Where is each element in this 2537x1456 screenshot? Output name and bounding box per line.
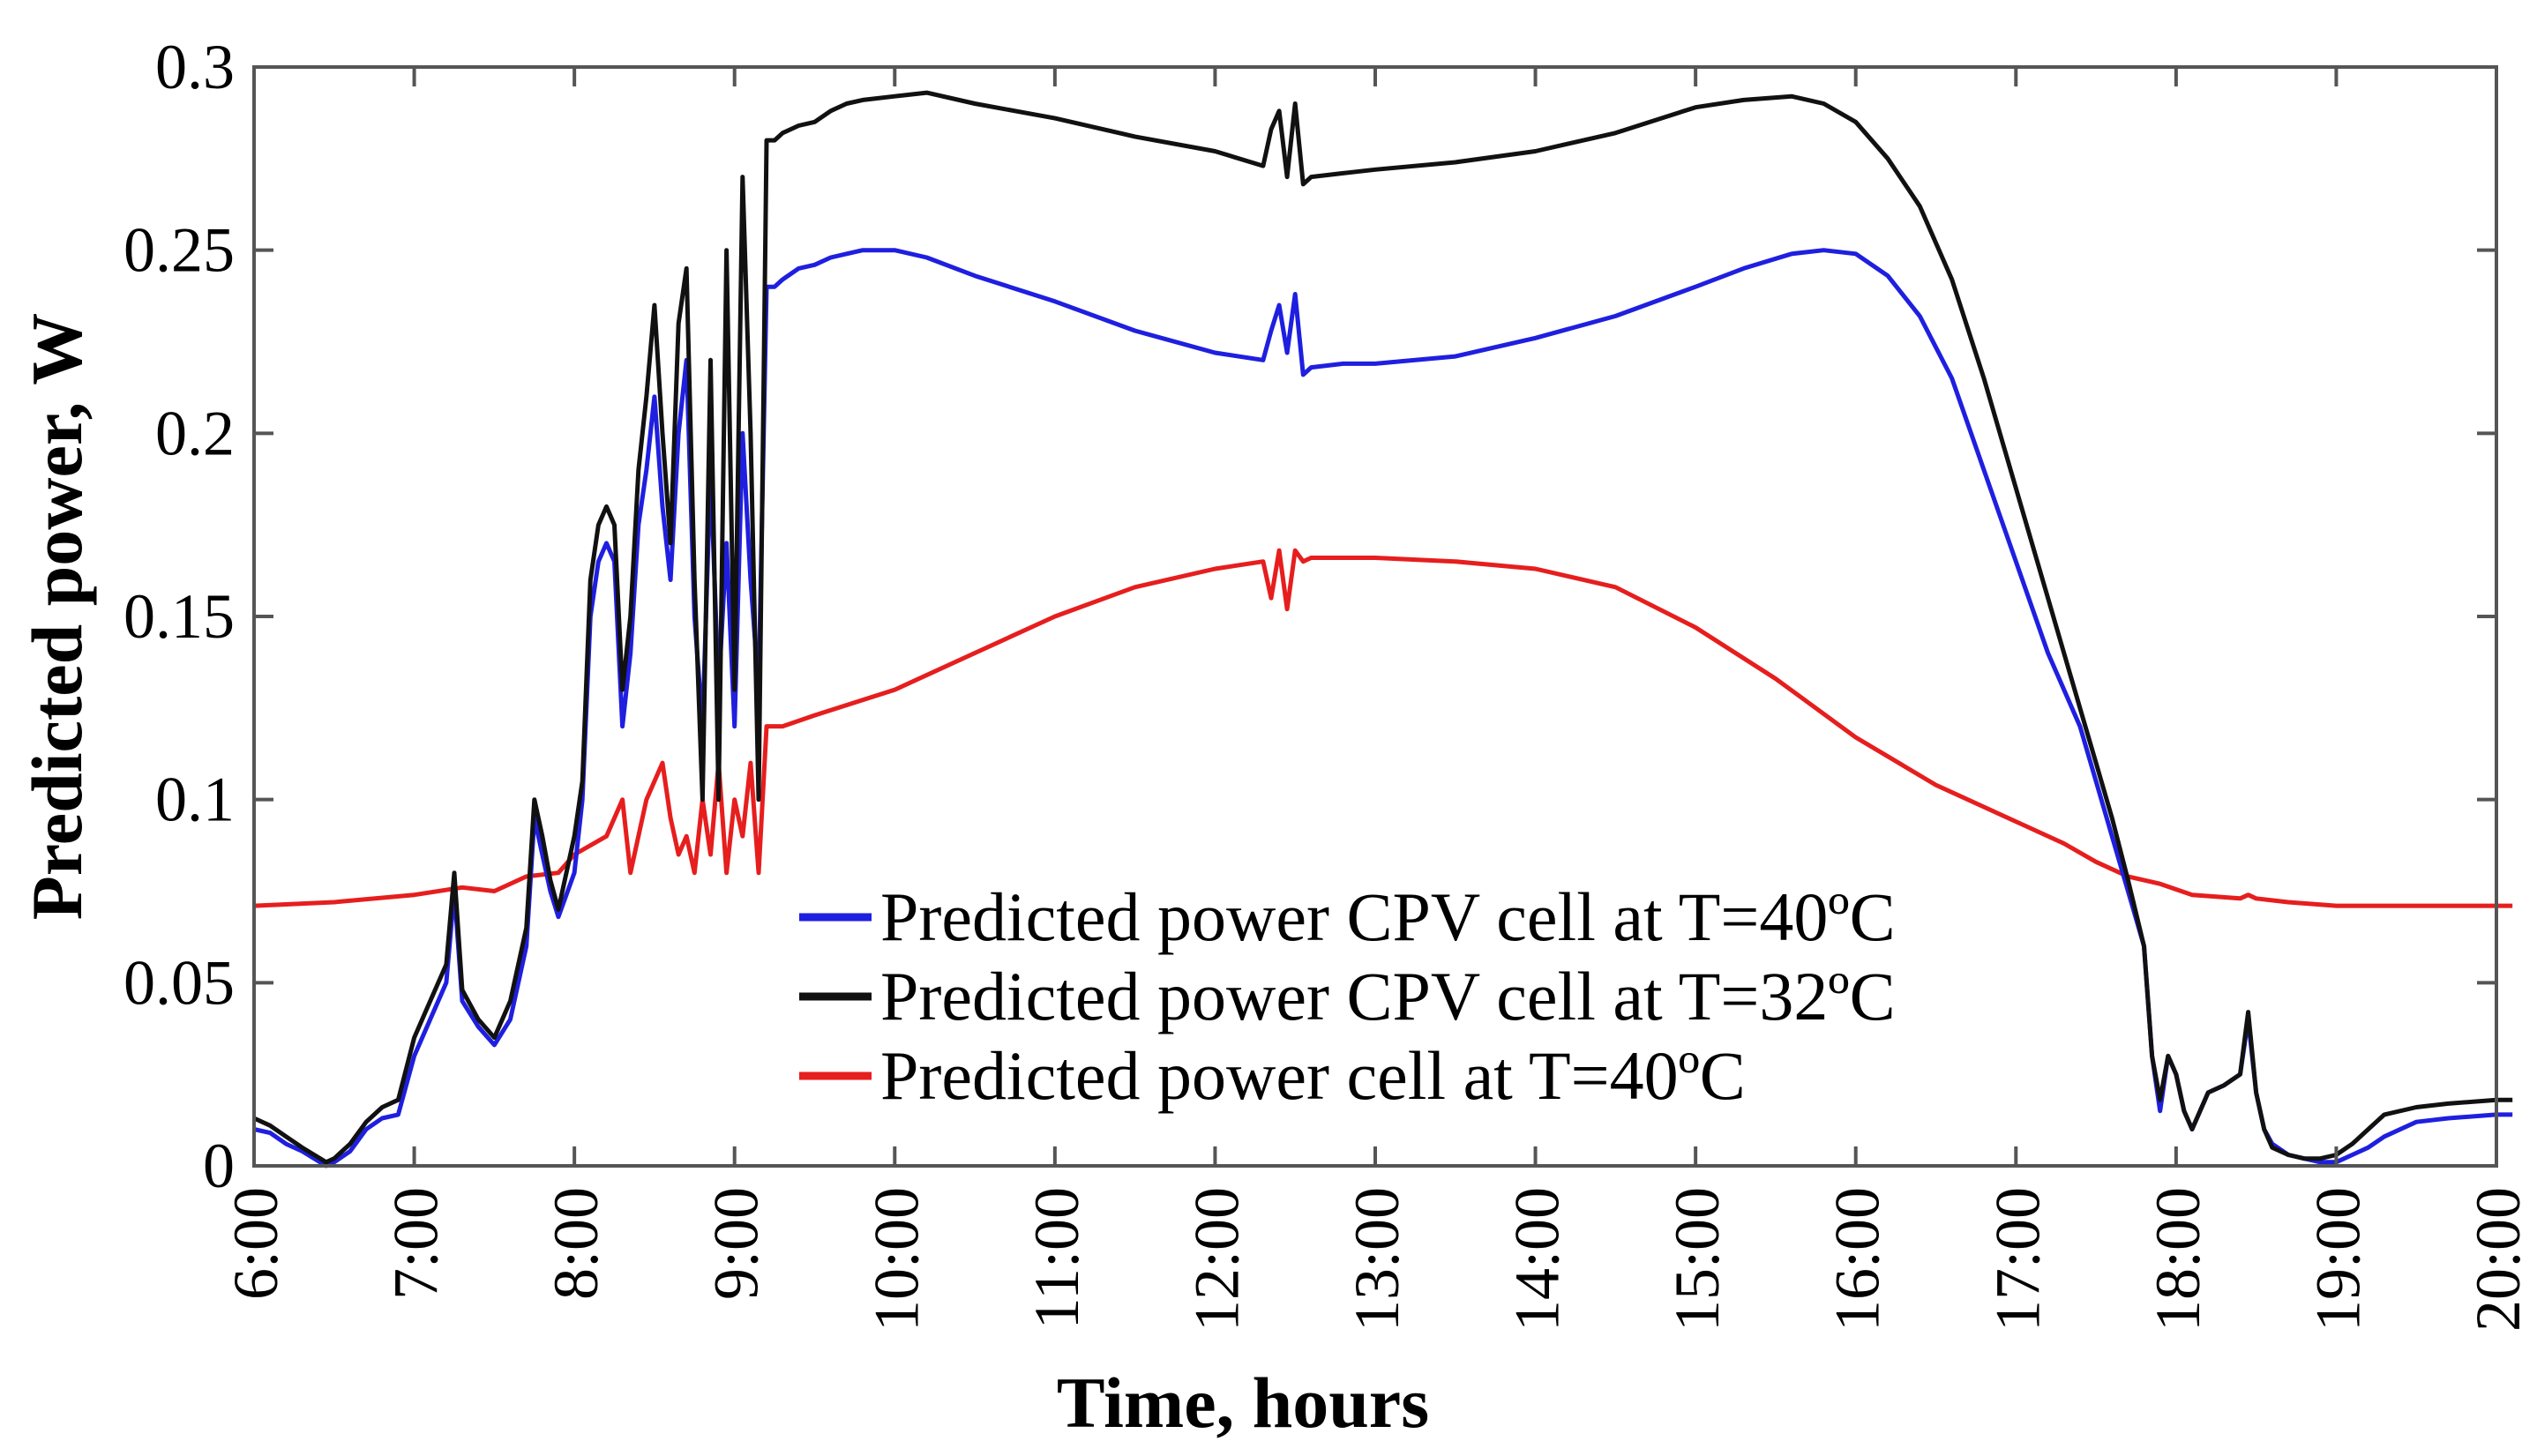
x-tick-label: 11:00 [1022,1187,1092,1329]
legend-label-2: Predicted power CPV cell at T=32ºC [880,958,1896,1034]
series-line-2 [252,90,2513,1165]
x-axis-ticks: 6:00 7:00 8:00 9:00 10:00 11:00 12:00 13:00 14:0… [221,67,2533,1332]
legend-label-1: Predicted power CPV cell at T=40ºC [880,878,1896,955]
x-tick-label: 18:00 [2143,1187,2213,1332]
y-tick-label: 0.25 [123,215,235,286]
legend: Predicted power CPV cell at T=40ºCPredic… [799,878,1896,1114]
y-axis-title: Predicted power, W [17,313,97,921]
x-tick-label: 8:00 [541,1187,611,1300]
y-axis-ticks: 0 0.05 0.1 0.15 0.2 0.25 0.3 [123,32,2496,1201]
series-layer [252,90,2513,1169]
x-tick-label: 17:00 [1982,1187,2053,1332]
x-tick-label: 12:00 [1181,1187,1252,1332]
x-tick-label: 20:00 [2463,1187,2533,1332]
x-tick-label: 13:00 [1342,1187,1412,1332]
x-tick-label: 9:00 [701,1187,772,1300]
y-tick-label: 0.05 [123,947,235,1018]
x-tick-label: 10:00 [861,1187,932,1332]
legend-label-3: Predicted power cell at T=40ºC [880,1037,1746,1114]
y-tick-label: 0.2 [155,398,235,468]
y-tick-label: 0 [203,1131,235,1201]
x-tick-label: 7:00 [381,1187,452,1300]
y-tick-label: 0.3 [155,32,235,102]
x-axis-title: Time, hours [1057,1363,1429,1443]
y-tick-label: 0.1 [155,765,235,835]
x-tick-label: 6:00 [221,1187,291,1300]
x-tick-label: 15:00 [1662,1187,1732,1332]
x-tick-label: 14:00 [1502,1187,1573,1332]
x-tick-label: 19:00 [2302,1187,2373,1332]
y-tick-label: 0.15 [123,581,235,652]
x-tick-label: 16:00 [1822,1187,1893,1332]
